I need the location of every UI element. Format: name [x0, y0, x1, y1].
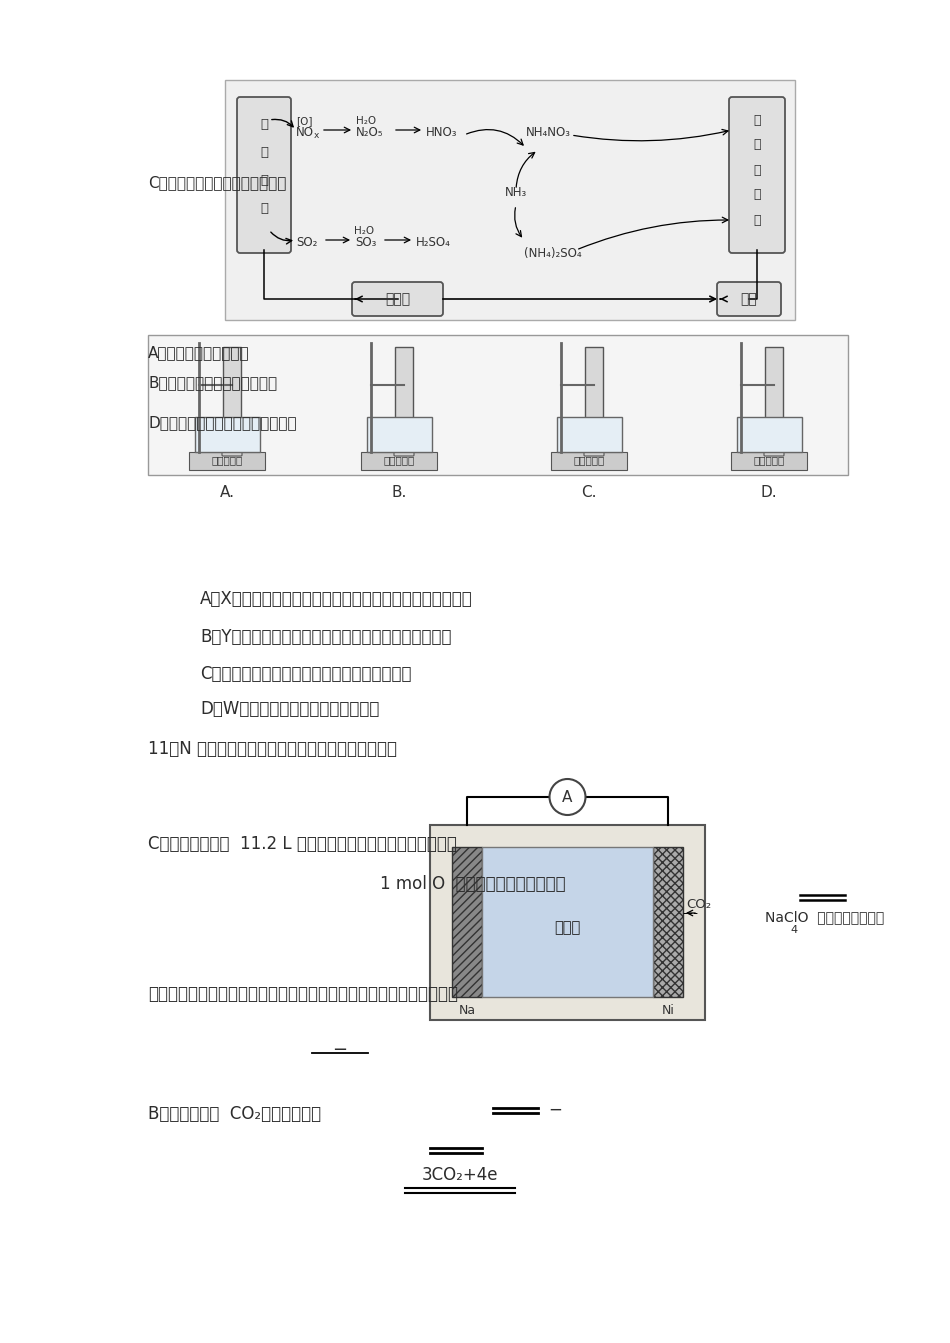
Text: NH₃: NH₃ [504, 187, 527, 200]
Text: (NH₄)₂SO₄: (NH₄)₂SO₄ [524, 247, 581, 259]
Text: C．四种元素的简单离子具有相同的电子层结构: C．四种元素的简单离子具有相同的电子层结构 [200, 665, 411, 684]
Bar [148, 334, 848, 475]
Text: 雾霾: 雾霾 [741, 291, 757, 306]
Text: H₂O: H₂O [354, 226, 374, 236]
Text: D．雾霾的形成与过度施用氮肥有关: D．雾霾的形成与过度施用氮肥有关 [148, 415, 296, 430]
Text: 无: 无 [753, 114, 761, 126]
Bar [225, 81, 795, 320]
Text: CO₂: CO₂ [686, 898, 712, 912]
Text: 饱和食盐水: 饱和食盐水 [574, 455, 604, 465]
Text: 3CO₂+4e: 3CO₂+4e [422, 1166, 498, 1185]
Text: −: − [332, 1041, 348, 1060]
FancyBboxPatch shape [717, 282, 781, 316]
FancyBboxPatch shape [222, 446, 242, 457]
Text: B．雾霾中含有硝酸铵和硫酸铵: B．雾霾中含有硝酸铵和硫酸铵 [148, 375, 277, 389]
Text: [O]: [O] [295, 115, 313, 126]
Text: A．X与其他三种元素均可形成两种或两种以上的二元化合物: A．X与其他三种元素均可形成两种或两种以上的二元化合物 [200, 590, 473, 608]
Text: 电解液，钠和负载碳纳米管的镍网分别作为电极材料，电池的总反应为: 电解液，钠和负载碳纳米管的镍网分别作为电极材料，电池的总反应为 [148, 984, 458, 1003]
Text: 饱和食盐水: 饱和食盐水 [753, 455, 785, 465]
Text: x: x [314, 132, 319, 141]
Text: B.: B. [391, 485, 407, 500]
Bar [223, 346, 241, 447]
Text: 4: 4 [790, 925, 797, 935]
Circle shape [549, 779, 585, 815]
Text: H₂O: H₂O [356, 115, 376, 126]
Text: 1 mol O  催化反应活性分子总数为: 1 mol O 催化反应活性分子总数为 [380, 876, 565, 893]
Text: NO: NO [296, 126, 314, 140]
Text: 饱和食盐水: 饱和食盐水 [384, 455, 414, 465]
Bar [395, 346, 413, 447]
Bar [482, 847, 653, 997]
FancyBboxPatch shape [729, 97, 785, 252]
Text: A: A [562, 790, 573, 804]
FancyBboxPatch shape [352, 282, 443, 316]
Text: NaClO  溶于有机溶剂作为: NaClO 溶于有机溶剂作为 [765, 911, 884, 924]
Text: B．Y与其他三种元素分别形成的化合物中只含有离子键: B．Y与其他三种元素分别形成的化合物中只含有离子键 [200, 629, 451, 646]
Text: Na: Na [459, 1003, 476, 1017]
Text: HNO₃: HNO₃ [426, 126, 458, 140]
Text: 气: 气 [260, 118, 268, 132]
Text: 颗粒物: 颗粒物 [385, 291, 410, 306]
Text: 电解液: 电解液 [555, 920, 580, 935]
Text: 燃: 燃 [260, 175, 268, 188]
Text: 11．N 代表阿伏加德罗常数的值。下列说法正确的是: 11．N 代表阿伏加德罗常数的值。下列说法正确的是 [148, 740, 397, 757]
Text: 物: 物 [753, 214, 761, 227]
Bar [452, 847, 482, 997]
Bar [551, 453, 627, 470]
Text: 饱和食盐水: 饱和食盐水 [211, 455, 242, 465]
Bar [430, 825, 705, 1019]
Bar [189, 453, 265, 470]
Bar [361, 453, 437, 470]
Text: 颗: 颗 [753, 164, 761, 176]
Bar [367, 416, 431, 453]
Text: Ni: Ni [661, 1003, 674, 1017]
Text: SO₂: SO₂ [296, 236, 317, 250]
Bar [653, 847, 683, 997]
Text: 粒: 粒 [753, 188, 761, 201]
Bar [765, 346, 783, 447]
Bar [736, 416, 802, 453]
Bar [557, 416, 621, 453]
Text: B．充电时释放  CO₂，放电时吸收: B．充电时释放 CO₂，放电时吸收 [148, 1105, 321, 1123]
Text: C．标准状况下，  11.2 L 甲烷和乙烯混合物中含氢原子数目为: C．标准状况下， 11.2 L 甲烷和乙烯混合物中含氢原子数目为 [148, 835, 457, 853]
Text: −: − [548, 1101, 561, 1119]
Bar [731, 453, 807, 470]
Text: 体: 体 [260, 146, 268, 160]
FancyBboxPatch shape [394, 446, 414, 457]
Bar [195, 416, 259, 453]
Text: D.: D. [761, 485, 777, 500]
Text: 机: 机 [753, 138, 761, 152]
Text: A.: A. [219, 485, 235, 500]
Text: N₂O₅: N₂O₅ [356, 126, 384, 140]
Text: H₂SO₄: H₂SO₄ [416, 236, 451, 250]
Bar [585, 346, 603, 447]
Text: C．氢氧化铝可用于中和过多的酸: C．氢氧化铝可用于中和过多的酸 [148, 175, 286, 189]
Text: 烧: 烧 [260, 203, 268, 215]
FancyBboxPatch shape [237, 97, 291, 252]
Text: D．W的氧化物对应的水化物均为强酸: D．W的氧化物对应的水化物均为强酸 [200, 700, 379, 719]
Text: C.: C. [581, 485, 597, 500]
Text: SO₃: SO₃ [355, 236, 376, 250]
Text: NH₄NO₃: NH₄NO₃ [526, 126, 571, 140]
FancyBboxPatch shape [764, 446, 784, 457]
FancyBboxPatch shape [584, 446, 604, 457]
Text: A．雾和霾的分散剂相同: A．雾和霾的分散剂相同 [148, 345, 250, 360]
